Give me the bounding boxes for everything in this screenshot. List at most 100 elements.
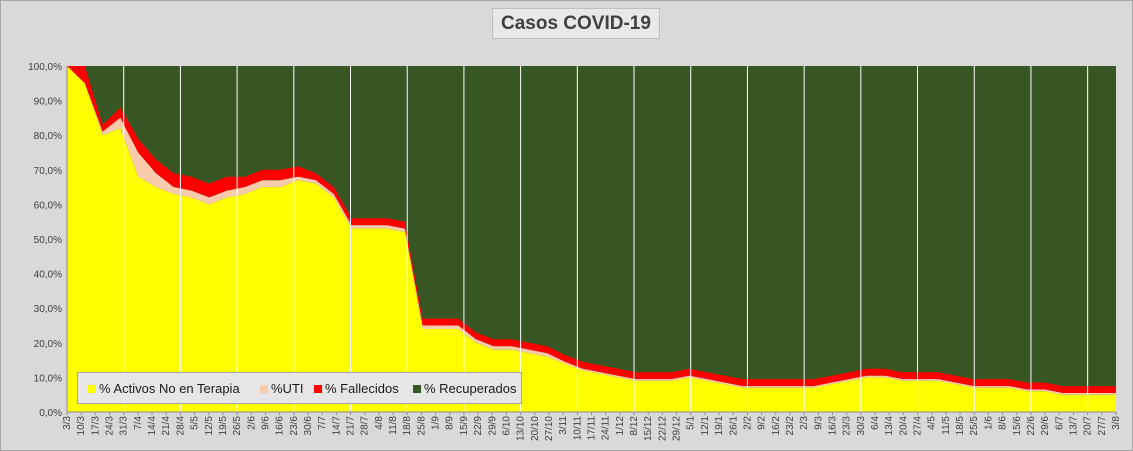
legend-swatch-uti	[260, 384, 268, 393]
x-tick-label: 19/1	[714, 416, 725, 436]
x-tick-label: 27/4	[913, 416, 924, 436]
x-tick-label: 12/5	[204, 416, 215, 436]
x-tick-label: 19/5	[218, 416, 229, 436]
x-tick-label: 13/10	[516, 416, 527, 441]
x-tick-label: 29/9	[487, 416, 498, 436]
x-tick-label: 2/6	[246, 416, 257, 430]
x-tick-label: 17/11	[587, 416, 598, 441]
y-tick-label: 80,0%	[34, 131, 62, 142]
x-tick-label: 8/6	[998, 416, 1009, 430]
x-tick-label: 6/7	[1054, 416, 1065, 430]
x-tick-label: 29/12	[672, 416, 683, 441]
legend-label-uti: %UTI	[271, 381, 304, 396]
x-tick-label: 22/12	[657, 416, 668, 441]
y-tick-label: 0,0%	[39, 408, 62, 419]
y-tick-label: 30,0%	[34, 304, 62, 315]
x-tick-label: 3/8	[1111, 416, 1122, 430]
x-tick-label: 2/3	[799, 416, 810, 430]
x-tick-label: 9/2	[757, 416, 768, 430]
x-tick-label: 25/8	[416, 416, 427, 436]
legend-label-activos: % Activos No en Terapia	[99, 381, 240, 396]
x-tick-label: 5/5	[190, 416, 201, 430]
series-area-activos	[67, 66, 1116, 412]
x-tick-label: 24/3	[105, 416, 116, 436]
x-tick-label: 2/2	[742, 416, 753, 430]
x-tick-label: 5/1	[686, 416, 697, 430]
x-tick-label: 11/5	[941, 416, 952, 435]
x-tick-label: 15/9	[459, 416, 470, 436]
x-tick-label: 29/6	[1040, 416, 1051, 436]
x-tick-label: 10/11	[572, 416, 583, 441]
x-tick-label: 9/3	[813, 416, 824, 430]
x-tick-label: 15/6	[1012, 416, 1023, 436]
x-tick-label: 18/8	[402, 416, 413, 436]
chart-title: Casos COVID-19	[492, 8, 660, 39]
x-tick-label: 8/12	[629, 416, 640, 436]
x-tick-label: 30/6	[303, 416, 314, 436]
x-tick-label: 7/7	[317, 416, 328, 430]
y-tick-label: 60,0%	[34, 200, 62, 211]
legend-item-recuperados: % Recuperados	[413, 381, 517, 396]
x-tick-label: 16/6	[275, 416, 286, 436]
x-tick-label: 3/3	[62, 416, 73, 430]
x-tick-label: 6/10	[501, 416, 512, 436]
x-tick-label: 11/8	[388, 416, 399, 435]
x-tick-label: 23/3	[842, 416, 853, 436]
x-tick-label: 7/4	[133, 416, 144, 430]
x-tick-label: 14/4	[147, 416, 158, 436]
legend-swatch-activos	[88, 384, 96, 393]
legend-swatch-fallecidos	[314, 384, 322, 393]
x-tick-label: 4/5	[927, 416, 938, 430]
x-tick-label: 23/6	[289, 416, 300, 436]
x-tick-label: 12/1	[700, 416, 711, 436]
x-tick-label: 26/5	[232, 416, 243, 436]
x-tick-label: 26/1	[728, 416, 739, 436]
y-tick-label: 70,0%	[34, 166, 62, 177]
legend-swatch-recuperados	[413, 384, 421, 393]
x-tick-label: 9/6	[260, 416, 271, 430]
x-tick-label: 20/7	[1083, 416, 1094, 436]
x-tick-label: 22/9	[473, 416, 484, 436]
x-tick-label: 13/4	[884, 416, 895, 436]
x-tick-label: 10/3	[76, 416, 87, 436]
x-tick-label: 21/4	[161, 416, 172, 436]
x-tick-label: 15/12	[643, 416, 654, 441]
x-tick-label: 1/6	[983, 416, 994, 430]
legend-item-activos: % Activos No en Terapia	[88, 381, 240, 396]
x-tick-label: 31/3	[119, 416, 130, 436]
y-tick-label: 40,0%	[34, 270, 62, 281]
x-tick-label: 27/7	[1097, 416, 1108, 436]
x-tick-label: 8/9	[445, 416, 456, 430]
x-tick-label: 20/4	[898, 416, 909, 436]
x-tick-label: 24/11	[601, 416, 612, 441]
x-tick-label: 3/11	[558, 416, 569, 435]
x-tick-label: 16/3	[827, 416, 838, 436]
legend-label-recuperados: % Recuperados	[424, 381, 517, 396]
x-tick-label: 14/7	[331, 416, 342, 436]
x-tick-label: 1/12	[615, 416, 626, 436]
x-tick-label: 20/10	[530, 416, 541, 441]
legend-item-fallecidos: % Fallecidos	[314, 381, 399, 396]
chart-legend: % Activos No en Terapia %UTI % Fallecido…	[77, 372, 522, 404]
y-tick-label: 20,0%	[34, 339, 62, 350]
x-tick-label: 28/4	[175, 416, 186, 436]
x-tick-label: 27/10	[544, 416, 555, 441]
x-tick-label: 6/4	[870, 416, 881, 430]
x-tick-label: 18/5	[955, 416, 966, 436]
x-tick-label: 13/7	[1068, 416, 1079, 436]
x-tick-label: 17/3	[90, 416, 101, 436]
y-tick-label: 100,0%	[28, 62, 62, 73]
legend-item-uti: %UTI	[260, 381, 304, 396]
x-tick-label: 25/5	[969, 416, 980, 436]
y-tick-label: 90,0%	[34, 97, 62, 108]
x-tick-label: 16/2	[771, 416, 782, 436]
x-tick-label: 4/8	[374, 416, 385, 430]
x-tick-label: 22/6	[1026, 416, 1037, 436]
legend-label-fallecidos: % Fallecidos	[325, 381, 399, 396]
y-tick-label: 10,0%	[34, 373, 62, 384]
x-tick-label: 28/7	[360, 416, 371, 436]
x-tick-label: 1/9	[431, 416, 442, 430]
y-tick-label: 50,0%	[34, 235, 62, 246]
x-tick-label: 21/7	[346, 416, 357, 436]
